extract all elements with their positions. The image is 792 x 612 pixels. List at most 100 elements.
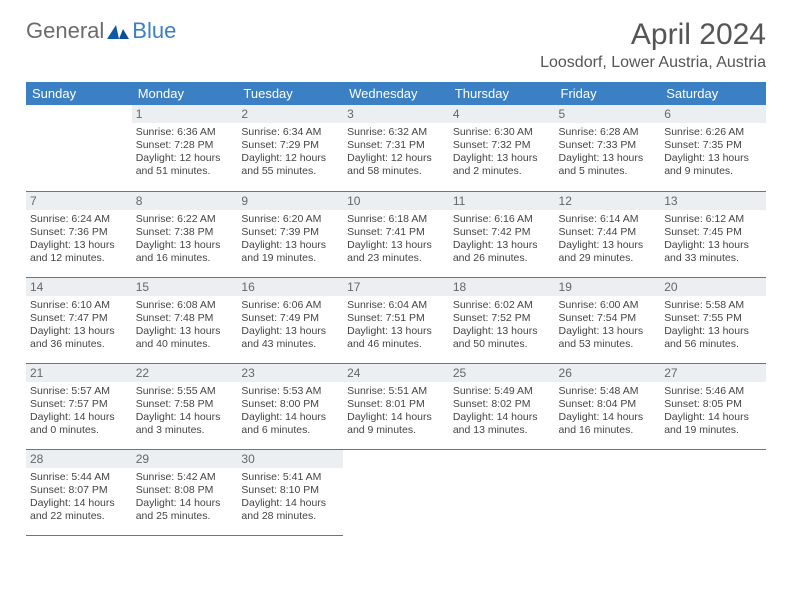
sunset-line: Sunset: 7:52 PM	[453, 312, 551, 325]
calendar-row: 7Sunrise: 6:24 AMSunset: 7:36 PMDaylight…	[26, 191, 766, 277]
daylight-line: Daylight: 13 hours and 2 minutes.	[453, 152, 551, 178]
daylight-line: Daylight: 13 hours and 19 minutes.	[241, 239, 339, 265]
calendar-cell: 7 Sunrise: 6:24 AMSunset: 7:36 PMDaylight…	[26, 191, 132, 277]
sunset-line: Sunset: 7:49 PM	[241, 312, 339, 325]
sunrise-line: Sunrise: 6:20 AM	[241, 213, 339, 226]
sunset-line: Sunset: 7:47 PM	[30, 312, 128, 325]
sunrise-line: Sunrise: 5:57 AM	[30, 385, 128, 398]
sunset-line: Sunset: 7:57 PM	[30, 398, 128, 411]
page-header: General Blue April 2024 Loosdorf, Lower …	[26, 18, 766, 72]
month-title: April 2024	[540, 18, 766, 52]
weekday-header: Tuesday	[237, 82, 343, 105]
sunset-line: Sunset: 7:55 PM	[664, 312, 762, 325]
sunset-line: Sunset: 7:35 PM	[664, 139, 762, 152]
calendar-cell: 29Sunrise: 5:42 AMSunset: 8:08 PMDayligh…	[132, 449, 238, 535]
sunrise-line: Sunrise: 6:32 AM	[347, 126, 445, 139]
weekday-header: Friday	[555, 82, 661, 105]
sunrise-line: Sunrise: 6:34 AM	[241, 126, 339, 139]
calendar-cell: 18Sunrise: 6:02 AMSunset: 7:52 PMDayligh…	[449, 277, 555, 363]
sunrise-line: Sunrise: 6:10 AM	[30, 299, 128, 312]
sunset-line: Sunset: 7:29 PM	[241, 139, 339, 152]
daylight-line: Daylight: 12 hours and 51 minutes.	[136, 152, 234, 178]
sunset-line: Sunset: 7:32 PM	[453, 139, 551, 152]
day-number: 14	[26, 278, 132, 296]
day-number: 27	[660, 364, 766, 382]
location-label: Loosdorf, Lower Austria, Austria	[540, 54, 766, 72]
sunset-line: Sunset: 7:39 PM	[241, 226, 339, 239]
day-number: 7	[26, 192, 132, 210]
calendar-body: 1Sunrise: 6:36 AMSunset: 7:28 PMDaylight…	[26, 105, 766, 535]
day-number: 22	[132, 364, 238, 382]
daylight-line: Daylight: 13 hours and 50 minutes.	[453, 325, 551, 351]
daylight-line: Daylight: 13 hours and 9 minutes.	[664, 152, 762, 178]
sunset-line: Sunset: 8:10 PM	[241, 484, 339, 497]
sunrise-line: Sunrise: 5:49 AM	[453, 385, 551, 398]
calendar-page: General Blue April 2024 Loosdorf, Lower …	[0, 0, 792, 536]
day-number: 24	[343, 364, 449, 382]
daylight-line: Daylight: 12 hours and 55 minutes.	[241, 152, 339, 178]
sunset-line: Sunset: 7:31 PM	[347, 139, 445, 152]
calendar-row: 1Sunrise: 6:36 AMSunset: 7:28 PMDaylight…	[26, 105, 766, 191]
sunset-line: Sunset: 8:02 PM	[453, 398, 551, 411]
sunset-line: Sunset: 7:54 PM	[559, 312, 657, 325]
daylight-line: Daylight: 14 hours and 22 minutes.	[30, 497, 128, 523]
calendar-cell: 11Sunrise: 6:16 AMSunset: 7:42 PMDayligh…	[449, 191, 555, 277]
sunset-line: Sunset: 8:01 PM	[347, 398, 445, 411]
day-number: 2	[237, 105, 343, 123]
brand-text-1: General	[26, 18, 104, 44]
weekday-header: Sunday	[26, 82, 132, 105]
sunset-line: Sunset: 7:58 PM	[136, 398, 234, 411]
weekday-row: SundayMondayTuesdayWednesdayThursdayFrid…	[26, 82, 766, 105]
calendar-cell: 1Sunrise: 6:36 AMSunset: 7:28 PMDaylight…	[132, 105, 238, 191]
day-number: 17	[343, 278, 449, 296]
day-number: 1	[132, 105, 238, 123]
day-number: 18	[449, 278, 555, 296]
calendar-cell: 22Sunrise: 5:55 AMSunset: 7:58 PMDayligh…	[132, 363, 238, 449]
brand-text-2: Blue	[132, 18, 176, 44]
daylight-line: Daylight: 14 hours and 13 minutes.	[453, 411, 551, 437]
calendar-cell: 4 Sunrise: 6:30 AMSunset: 7:32 PMDaylight…	[449, 105, 555, 191]
sunrise-line: Sunrise: 6:08 AM	[136, 299, 234, 312]
daylight-line: Daylight: 13 hours and 36 minutes.	[30, 325, 128, 351]
sunrise-line: Sunrise: 6:18 AM	[347, 213, 445, 226]
sunrise-line: Sunrise: 6:00 AM	[559, 299, 657, 312]
sunrise-line: Sunrise: 5:42 AM	[136, 471, 234, 484]
calendar-cell: 12Sunrise: 6:14 AMSunset: 7:44 PMDayligh…	[555, 191, 661, 277]
sunrise-line: Sunrise: 6:30 AM	[453, 126, 551, 139]
sunrise-line: Sunrise: 5:48 AM	[559, 385, 657, 398]
sunset-line: Sunset: 8:07 PM	[30, 484, 128, 497]
day-number: 9	[237, 192, 343, 210]
weekday-header: Thursday	[449, 82, 555, 105]
sunrise-line: Sunrise: 5:51 AM	[347, 385, 445, 398]
day-number: 25	[449, 364, 555, 382]
daylight-line: Daylight: 14 hours and 19 minutes.	[664, 411, 762, 437]
day-number: 28	[26, 450, 132, 468]
day-number: 21	[26, 364, 132, 382]
sunset-line: Sunset: 7:38 PM	[136, 226, 234, 239]
sunset-line: Sunset: 7:36 PM	[30, 226, 128, 239]
weekday-header: Monday	[132, 82, 238, 105]
calendar-head: SundayMondayTuesdayWednesdayThursdayFrid…	[26, 82, 766, 105]
calendar-cell: 13Sunrise: 6:12 AMSunset: 7:45 PMDayligh…	[660, 191, 766, 277]
sunset-line: Sunset: 7:45 PM	[664, 226, 762, 239]
daylight-line: Daylight: 13 hours and 12 minutes.	[30, 239, 128, 265]
weekday-header: Wednesday	[343, 82, 449, 105]
sunset-line: Sunset: 7:51 PM	[347, 312, 445, 325]
day-number: 19	[555, 278, 661, 296]
calendar-cell: 17Sunrise: 6:04 AMSunset: 7:51 PMDayligh…	[343, 277, 449, 363]
sunset-line: Sunset: 8:00 PM	[241, 398, 339, 411]
calendar-cell: 6Sunrise: 6:26 AMSunset: 7:35 PMDaylight…	[660, 105, 766, 191]
calendar-cell: 5Sunrise: 6:28 AMSunset: 7:33 PMDaylight…	[555, 105, 661, 191]
sunrise-line: Sunrise: 6:24 AM	[30, 213, 128, 226]
calendar-cell: 14 Sunrise: 6:10 AMSunset: 7:47 PMDayligh…	[26, 277, 132, 363]
sunset-line: Sunset: 7:48 PM	[136, 312, 234, 325]
day-number: 8	[132, 192, 238, 210]
sunrise-line: Sunrise: 6:36 AM	[136, 126, 234, 139]
daylight-line: Daylight: 13 hours and 16 minutes.	[136, 239, 234, 265]
daylight-line: Daylight: 14 hours and 16 minutes.	[559, 411, 657, 437]
day-number: 15	[132, 278, 238, 296]
daylight-line: Daylight: 13 hours and 29 minutes.	[559, 239, 657, 265]
calendar-cell: 30Sunrise: 5:41 AMSunset: 8:10 PMDayligh…	[237, 449, 343, 535]
day-number: 4	[449, 105, 555, 123]
daylight-line: Daylight: 13 hours and 26 minutes.	[453, 239, 551, 265]
